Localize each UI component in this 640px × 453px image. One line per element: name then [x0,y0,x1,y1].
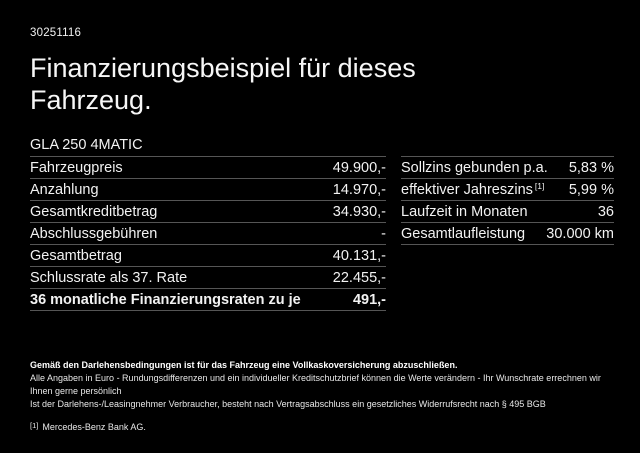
footnote-marker-superscript: [1] [534,180,545,191]
conditions-table: Sollzins gebunden p.a. 5,83 % effektiver… [401,156,614,246]
disclaimer-line: Alle Angaben in Euro - Rundungsdifferenz… [30,373,601,397]
row-value: 36 [597,203,614,220]
financing-tables: GLA 250 4MATIC Fahrzeugpreis 49.900,- An… [30,134,614,312]
legal-footer: Gemäß den Darlehensbedingungen ist für d… [30,359,614,434]
row-value: 22.455,- [332,269,386,286]
row-value: 14.970,- [332,181,386,198]
row-label-text: effektiver Jahreszins [401,181,533,198]
table-row-monthly-rate: 36 monatliche Finanzierungsraten zu je 4… [30,288,386,310]
table-row: Schlussrate als 37. Rate 22.455,- [30,266,386,288]
page-title-line2: Fahrzeug. [30,85,152,115]
table-row: Anzahlung 14.970,- [30,178,386,200]
table-row: Gesamtkreditbetrag 34.930,- [30,200,386,222]
vehicle-model-label: GLA 250 4MATIC [30,137,143,154]
row-label: Abschlussgebühren [30,225,158,242]
row-label: Gesamtkreditbetrag [30,203,158,220]
row-value: 49.900,- [332,159,386,176]
row-value: - [381,225,386,242]
table-row: Fahrzeugpreis 49.900,- [30,156,386,178]
vehicle-model-header: GLA 250 4MATIC [30,134,386,156]
row-label: Anzahlung [30,181,99,198]
table-row: Gesamtlaufleistung 30.000 km [401,222,614,244]
row-value: 30.000 km [546,225,614,242]
table-row: Abschlussgebühren - [30,222,386,244]
table-row: Gesamtbetrag 40.131,- [30,244,386,266]
footnote-bank: [1] Mercedes-Benz Bank AG. [30,419,614,434]
row-label: 36 monatliche Finanzierungsraten zu je [30,291,301,308]
page-title-line1: Finanzierungsbeispiel für dieses [30,53,416,83]
row-value: 5,83 % [568,159,614,176]
table-row: effektiver Jahreszins [1] 5,99 % [401,178,614,200]
row-label: Laufzeit in Monaten [401,203,528,220]
footnote-marker: [1] [30,421,39,431]
row-label: Schlussrate als 37. Rate [30,269,188,286]
row-label: effektiver Jahreszins [1] [401,180,545,198]
row-value: 5,99 % [568,181,614,198]
row-value: 40.131,- [332,247,386,264]
row-label: Gesamtbetrag [30,247,122,264]
table-row: Laufzeit in Monaten 36 [401,200,614,222]
row-label: Sollzins gebunden p.a. [401,159,548,176]
table-row: Sollzins gebunden p.a. 5,83 % [401,156,614,178]
row-value: 491,- [352,291,386,308]
footnote-text: Mercedes-Benz Bank AG. [42,422,146,433]
insurance-requirement-note: Gemäß den Darlehensbedingungen ist für d… [30,360,458,371]
row-label: Gesamtlaufleistung [401,225,526,242]
row-label: Fahrzeugpreis [30,159,123,176]
row-value: 34.930,- [332,203,386,220]
disclaimer-line: Ist der Darlehens-/Leasingnehmer Verbrau… [30,399,546,410]
price-table: GLA 250 4MATIC Fahrzeugpreis 49.900,- An… [30,134,386,312]
page-title: Finanzierungsbeispiel für dieses Fahrzeug… [30,52,614,116]
offer-reference-number: 30251116 [30,27,82,39]
